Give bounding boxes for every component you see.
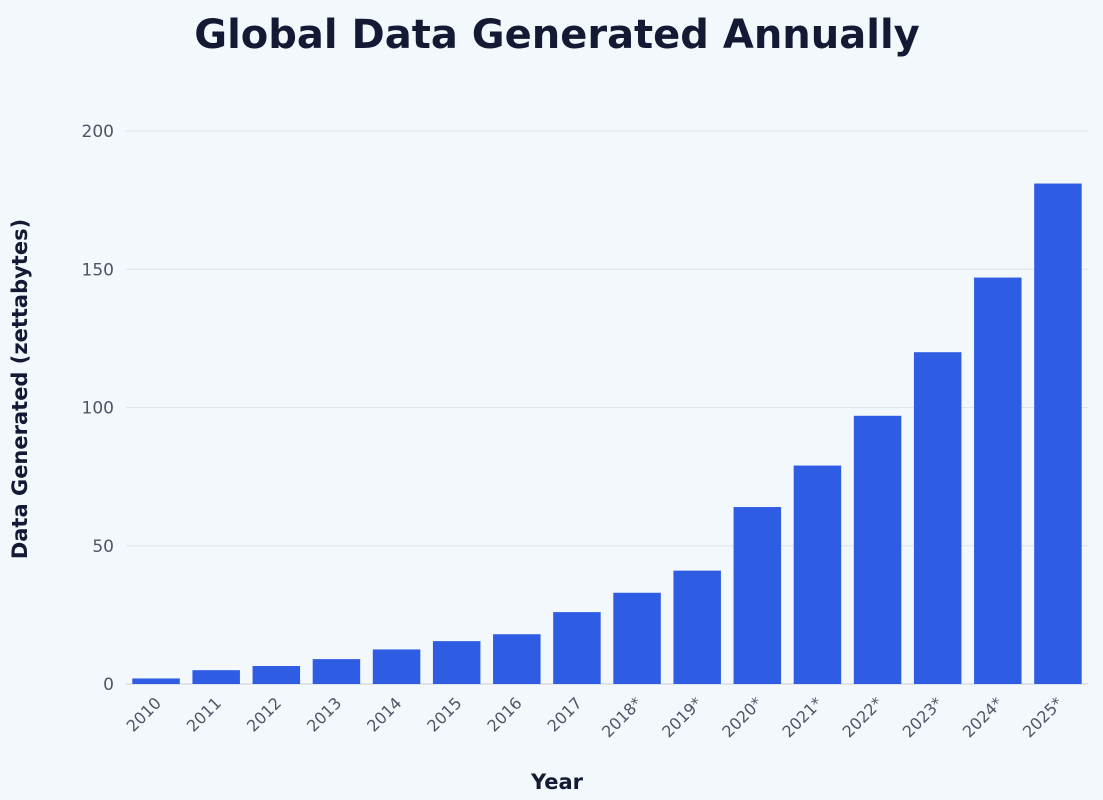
bars: [132, 183, 1082, 684]
bar: [132, 678, 180, 684]
y-tick-label: 100: [82, 399, 114, 419]
x-tick-label: 2010: [123, 693, 165, 735]
x-tick-label: 2012: [243, 693, 285, 735]
bar: [853, 415, 902, 684]
y-tick-label: 50: [92, 537, 114, 557]
bar: [432, 641, 481, 684]
bar: [252, 666, 301, 684]
x-tick-label: 2020*: [718, 693, 766, 741]
y-tick-label: 0: [103, 675, 114, 695]
bar: [673, 570, 721, 684]
x-tick-label: 2022*: [839, 693, 887, 741]
bar: [372, 649, 421, 684]
x-tick-label: 2023*: [899, 693, 947, 741]
x-tick-label: 2014: [363, 693, 405, 735]
y-tick-label: 150: [82, 260, 114, 280]
x-tick-label: 2017: [544, 693, 586, 735]
x-axis-ticks: 2010 2011 2012 2013 2014 2015 2016 2017 2018* 201…: [123, 693, 1067, 741]
x-tick-label: 2016: [483, 693, 525, 735]
x-axis-title: Year: [530, 770, 584, 794]
bar: [913, 352, 962, 684]
x-tick-label: 2018*: [598, 693, 646, 741]
bar: [733, 507, 782, 684]
x-tick-label: 2025*: [1019, 693, 1067, 741]
chart-title: Global Data Generated Annually: [194, 12, 920, 58]
x-tick-label: 2015: [423, 693, 465, 735]
x-tick-label: 2013: [303, 693, 345, 735]
y-tick-label: 200: [82, 122, 114, 142]
y-axis-ticks: 0 50 100 150 200: [82, 122, 114, 695]
x-tick-label: 2024*: [959, 693, 1007, 741]
bar: [312, 659, 361, 684]
bar: [493, 634, 541, 684]
y-axis-title: Data Generated (zettabytes): [8, 219, 32, 559]
bar: [192, 670, 240, 684]
x-tick-label: 2021*: [778, 693, 826, 741]
bar: [553, 612, 601, 684]
bar: [793, 465, 842, 684]
x-tick-label: 2011: [183, 693, 225, 735]
bar: [613, 592, 661, 684]
bar: [974, 277, 1022, 684]
x-tick-label: 2019*: [658, 693, 706, 741]
bar: [1034, 183, 1082, 684]
